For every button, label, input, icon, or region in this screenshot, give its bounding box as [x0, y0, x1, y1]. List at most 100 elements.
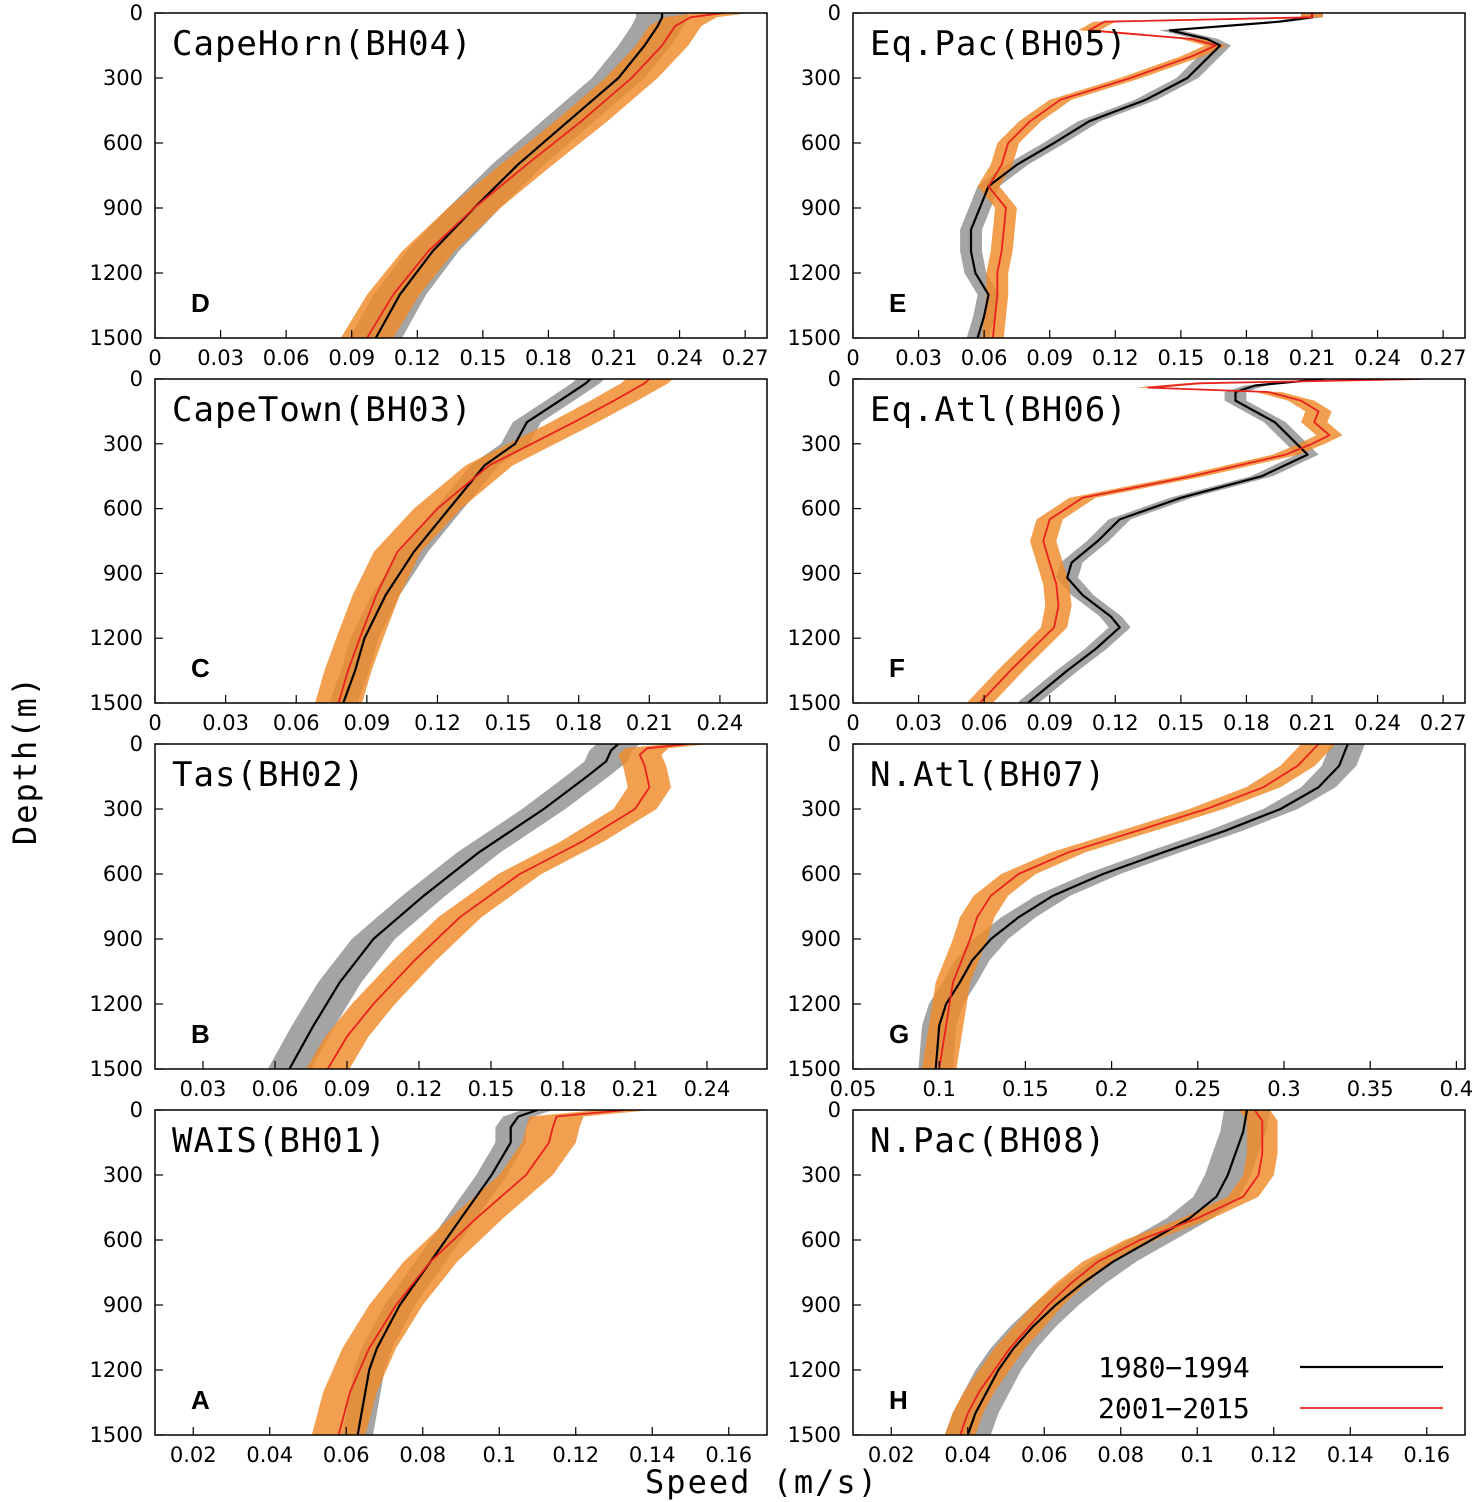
- y-tick-label: 300: [103, 432, 143, 456]
- y-tick-label: 900: [103, 927, 143, 951]
- y-tick-label: 300: [103, 797, 143, 821]
- panel-letter: A: [191, 1385, 210, 1415]
- panel-title: WAIS(BH01): [172, 1121, 387, 1161]
- panel-title: N.Pac(BH08): [870, 1121, 1106, 1161]
- series-line-2001-2015: [337, 1110, 626, 1435]
- y-tick-label: 1500: [90, 1057, 143, 1081]
- x-tick-label: 0.12: [414, 711, 461, 735]
- plot-frame: [154, 743, 768, 1070]
- x-tick-label: 0.14: [1327, 1443, 1374, 1467]
- band-1980-1994: [944, 1110, 1270, 1435]
- y-tick-label: 900: [801, 927, 841, 951]
- series-line-2001-2015: [366, 13, 724, 338]
- x-tick-label: 0.27: [1420, 711, 1467, 735]
- y-tick-label: 300: [801, 797, 841, 821]
- y-tick-label: 0: [828, 1098, 841, 1122]
- y-tick-label: 1200: [788, 261, 841, 285]
- x-tick-label: 0: [846, 711, 859, 735]
- plot-frame: [154, 378, 768, 704]
- y-tick-label: 1500: [90, 1423, 143, 1447]
- y-tick-label: 600: [801, 1228, 841, 1252]
- legend-label-late: 2001−2015: [1098, 1392, 1250, 1425]
- x-tick-label: 0.15: [1157, 711, 1204, 735]
- x-tick-label: 0.09: [328, 346, 375, 370]
- y-tick-label: 0: [828, 367, 841, 391]
- y-tick-label: 1500: [90, 326, 143, 350]
- x-tick-label: 0.06: [263, 346, 310, 370]
- x-tick-label: 0.06: [1021, 1443, 1068, 1467]
- band-2001-2015: [966, 379, 1435, 703]
- y-tick-label: 1500: [788, 691, 841, 715]
- y-axis-title: Depth(m): [6, 675, 44, 845]
- y-tick-label: 300: [801, 1163, 841, 1187]
- x-tick-label: 0.04: [246, 1443, 293, 1467]
- y-tick-label: 0: [130, 367, 143, 391]
- series-line-2001-2015: [327, 744, 688, 1069]
- x-tick-label: 0.24: [697, 711, 744, 735]
- panel-letter: C: [191, 653, 210, 683]
- y-tick-label: 0: [130, 1, 143, 25]
- series-line-2001-2015: [987, 13, 1313, 338]
- x-tick-label: 0.21: [1289, 346, 1336, 370]
- x-tick-label: 0.12: [1092, 711, 1139, 735]
- panel-letter: G: [889, 1019, 909, 1049]
- x-tick-label: 0.09: [1026, 346, 1073, 370]
- x-tick-label: 0.15: [459, 346, 506, 370]
- y-tick-label: 900: [801, 561, 841, 585]
- x-tick-label: 0.18: [540, 1077, 587, 1101]
- x-tick-label: 0.06: [961, 346, 1008, 370]
- plot-area: [918, 744, 1365, 1069]
- panel-letter: F: [889, 653, 905, 683]
- x-tick-label: 0.1: [483, 1443, 516, 1467]
- x-tick-label: 0.12: [1092, 346, 1139, 370]
- plot-area: [315, 379, 673, 703]
- x-tick-label: 0.06: [961, 711, 1008, 735]
- panel-letter: B: [191, 1019, 210, 1049]
- x-tick-label: 0.25: [1174, 1077, 1221, 1101]
- series-line-2001-2015: [337, 379, 650, 703]
- x-tick-label: 0.27: [1420, 346, 1467, 370]
- y-tick-label: 0: [130, 1098, 143, 1122]
- series-line-1980-1994: [934, 744, 1349, 1069]
- x-tick-label: 0.16: [1403, 1443, 1450, 1467]
- panel-title: Tas(BH02): [172, 755, 365, 795]
- y-tick-label: 300: [801, 66, 841, 90]
- legend-label-early: 1980−1994: [1098, 1351, 1250, 1384]
- x-tick-label: 0.12: [394, 346, 441, 370]
- y-tick-label: 0: [130, 732, 143, 756]
- band-2001-2015: [340, 13, 750, 338]
- x-tick-label: 0.09: [343, 711, 390, 735]
- panel-title: Eq.Atl(BH06): [870, 390, 1128, 430]
- series-line-2001-2015: [938, 744, 1320, 1069]
- x-tick-label: 0.21: [1289, 711, 1336, 735]
- x-tick-label: 0.03: [197, 346, 244, 370]
- y-tick-label: 1500: [90, 691, 143, 715]
- x-tick-label: 0.35: [1347, 1077, 1394, 1101]
- x-tick-label: 0.02: [868, 1443, 915, 1467]
- y-tick-label: 0: [828, 732, 841, 756]
- x-tick-label: 0.03: [895, 346, 942, 370]
- panel-title: Eq.Pac(BH05): [870, 24, 1128, 64]
- x-tick-label: 0: [148, 711, 161, 735]
- x-tick-label: 0.21: [591, 346, 638, 370]
- y-tick-label: 1200: [90, 1358, 143, 1382]
- y-tick-label: 1200: [90, 261, 143, 285]
- y-tick-label: 600: [103, 497, 143, 521]
- y-tick-label: 900: [103, 1293, 143, 1317]
- y-tick-label: 900: [801, 196, 841, 220]
- y-tick-label: 1200: [788, 626, 841, 650]
- x-tick-label: 0.06: [323, 1443, 370, 1467]
- plot-area: [966, 379, 1435, 703]
- y-tick-label: 1500: [788, 326, 841, 350]
- x-tick-label: 0.06: [252, 1077, 299, 1101]
- x-axis-title: Speed (m/s): [645, 1463, 879, 1501]
- band-2001-2015: [306, 744, 710, 1069]
- x-tick-label: 0.3: [1267, 1077, 1300, 1101]
- x-tick-label: 0.04: [944, 1443, 991, 1467]
- plot-area: [944, 1110, 1278, 1435]
- x-tick-label: 0.21: [626, 711, 673, 735]
- plot-frame: [852, 12, 1466, 339]
- x-tick-label: 0: [846, 346, 859, 370]
